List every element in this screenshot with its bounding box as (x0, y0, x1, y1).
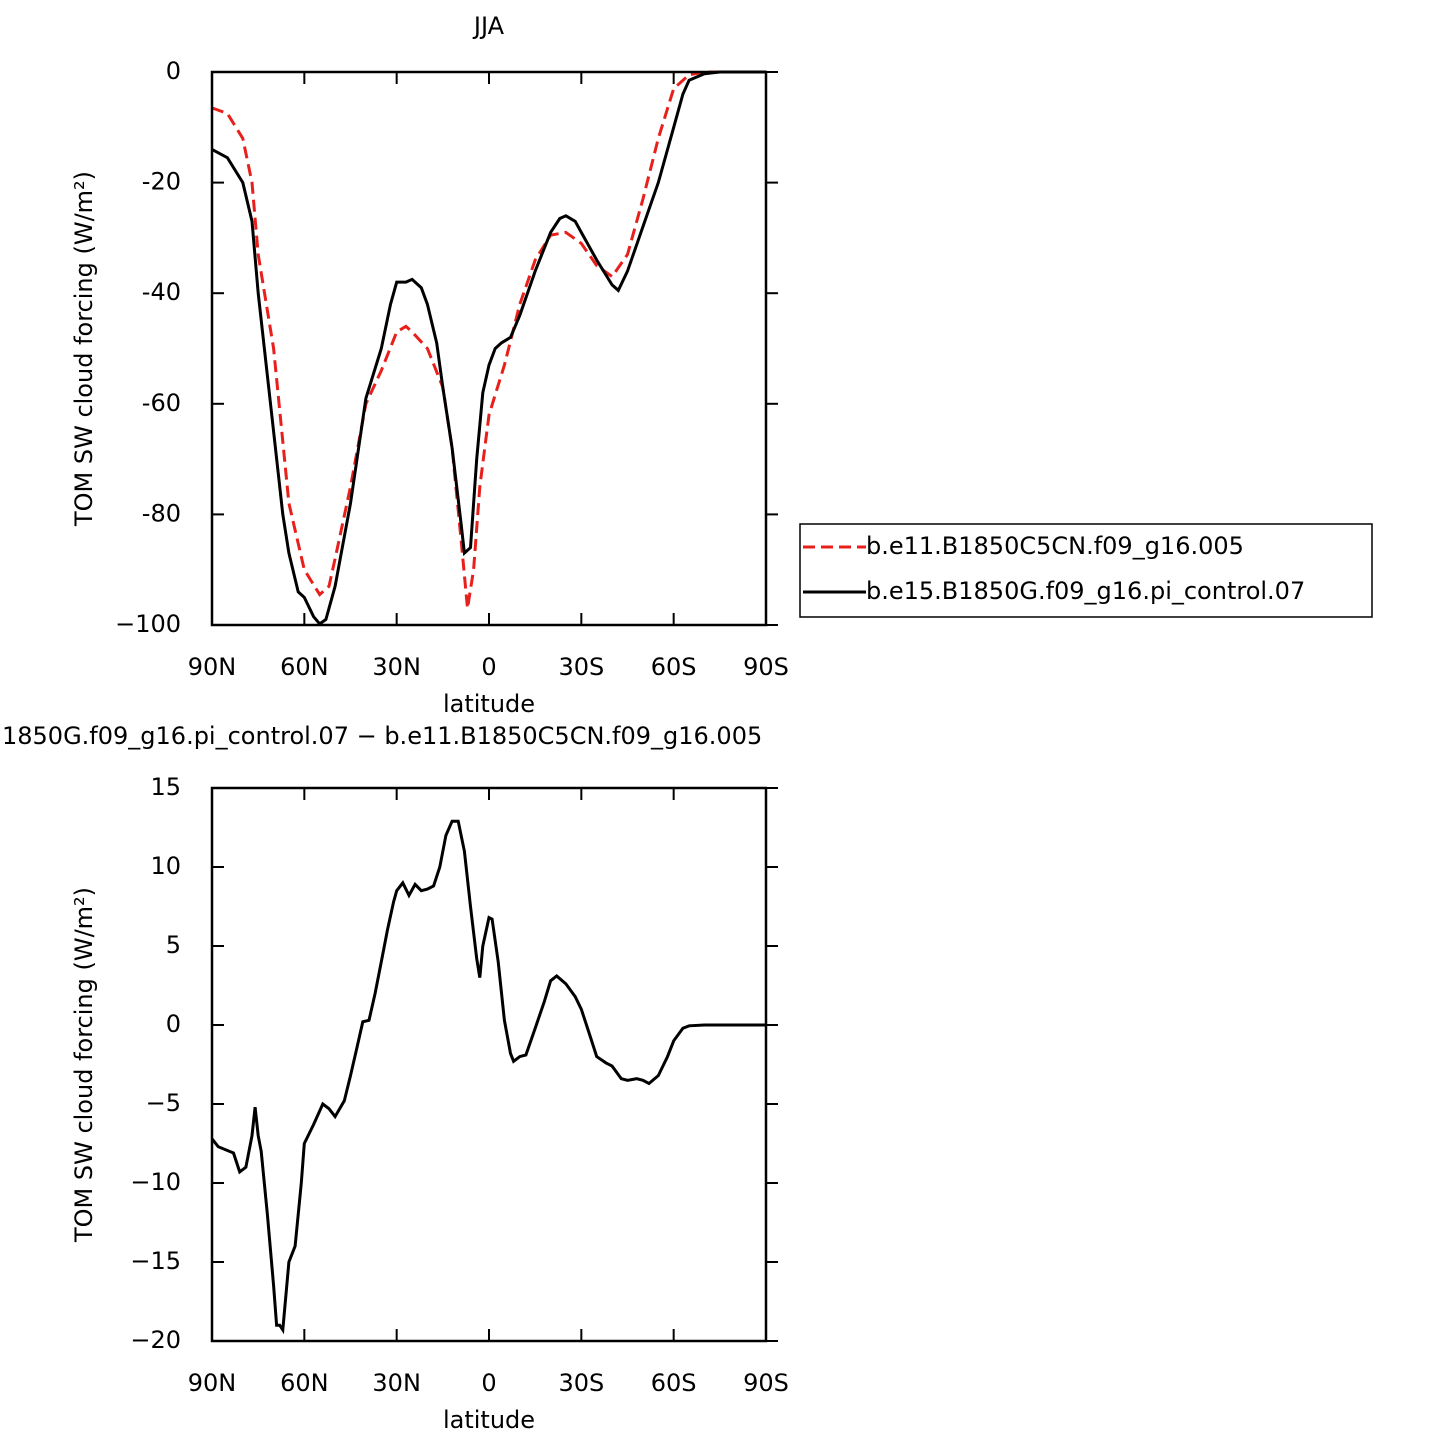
y-tick-label: -60 (142, 389, 181, 417)
y-tick-label: 5 (166, 931, 181, 959)
x-tick-label: 90S (743, 1369, 789, 1397)
chart-title: 1850G.f09_g16.pi_control.07 − b.e11.B185… (2, 722, 762, 750)
legend-label: b.e11.B1850C5CN.f09_g16.005 (866, 532, 1244, 560)
data-line (211, 70, 766, 626)
x-tick-label: 60N (280, 653, 329, 681)
x-tick-label: 30N (372, 653, 421, 681)
x-tick-label: 30N (372, 1369, 421, 1397)
plot-frame (210, 786, 768, 1343)
y-tick-label: -80 (142, 499, 181, 527)
y-tick-label: 10 (150, 852, 181, 880)
data-line (210, 819, 766, 1335)
x-tick-label: 30S (558, 1369, 604, 1397)
y-tick-label: 0 (166, 57, 181, 85)
x-tick-label: 90N (188, 1369, 237, 1397)
x-tick-label: 0 (481, 1369, 496, 1397)
y-tick-label: 0 (166, 1010, 181, 1038)
y-tick-label: -20 (142, 168, 181, 196)
x-tick-label: 90S (743, 653, 789, 681)
x-tick-label: 60N (280, 1369, 329, 1397)
x-tick-label: 30S (558, 653, 604, 681)
y-tick-label: −5 (146, 1089, 181, 1117)
y-tick-label: -40 (142, 278, 181, 306)
y-tick-label: 15 (150, 773, 181, 801)
x-tick-label: 60S (651, 1369, 697, 1397)
y-axis-label: TOM SW cloud forcing (W/m²) (70, 887, 98, 1243)
y-tick-label: −15 (130, 1247, 181, 1275)
x-tick-label: 90N (188, 653, 237, 681)
y-axis-label: TOM SW cloud forcing (W/m²) (70, 171, 98, 527)
x-tick-label: 0 (481, 653, 496, 681)
chart-title: JJA (472, 12, 505, 40)
y-tick-label: −10 (130, 1168, 181, 1196)
y-tick-label: −100 (115, 610, 181, 638)
x-axis-label: latitude (443, 690, 535, 718)
x-tick-label: 60S (651, 653, 697, 681)
y-tick-label: −20 (130, 1326, 181, 1354)
legend-label: b.e15.B1850G.f09_g16.pi_control.07 (866, 577, 1305, 605)
x-axis-label: latitude (443, 1406, 535, 1434)
plot-frame (210, 70, 768, 627)
legend-box (799, 523, 1373, 618)
data-line (211, 70, 766, 609)
